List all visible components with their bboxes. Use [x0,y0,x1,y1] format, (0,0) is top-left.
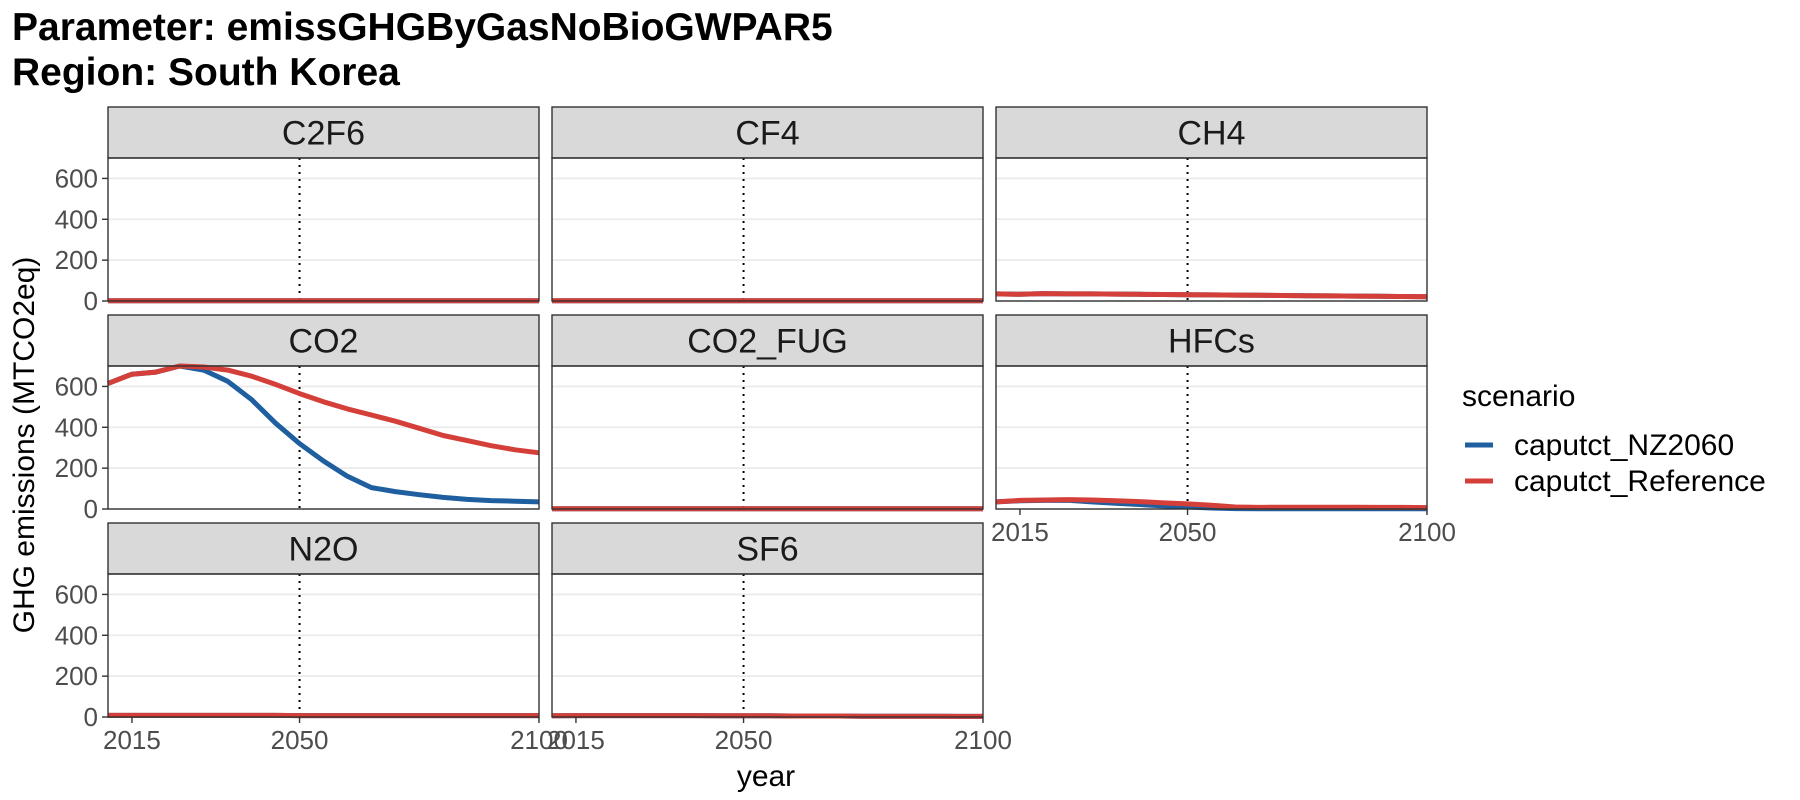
strip-co2-fug [551,314,984,367]
y-tick-label: 0 [84,286,98,316]
legend-label-caputct-reference: caputct_Reference [1514,465,1766,498]
x-tick-label: 2050 [271,725,329,755]
series-caputct-reference-co2 [107,363,540,456]
strip-label-c2f6: C2F6 [282,115,365,153]
x-tick-label: 2050 [1159,517,1217,547]
x-tick-label: 2100 [1398,517,1456,547]
facet-n2o: N2O 0 200 400 600 2015 2050 2100 [55,522,568,755]
facet-cf4: CF4 [551,106,984,304]
strip-label-co2: CO2 [289,323,359,361]
y-tick-label: 400 [55,412,98,442]
legend-label-caputct-nz2060: caputct_NZ2060 [1514,429,1734,462]
y-axis-title: GHG emissions (MTCO2eq) [8,257,41,634]
strip-label-hfcs: HFCs [1168,323,1255,361]
facet-co2: CO2 0 200 400 600 [55,314,540,524]
y-tick-label: 600 [55,371,98,401]
chart-title: Parameter: emissGHGByGasNoBioGWPAR5 [12,6,833,49]
facet-sf6: SF6 2015 2050 2100 [547,522,1012,755]
strip-label-co2-fug: CO2_FUG [687,323,848,361]
panel-border-n2o [107,573,540,718]
facet-co2-fug: CO2_FUG [551,314,984,512]
panel-border-cf4 [551,157,984,302]
strip-co2 [107,314,540,367]
strip-cf4 [551,106,984,159]
x-tick-label: 2015 [103,725,161,755]
series-caputct-reference-sf6 [551,713,983,719]
y-tick-label: 0 [84,494,98,524]
strip-label-sf6: SF6 [736,531,798,569]
x-tick-label: 2015 [991,517,1049,547]
series-caputct-reference-hfcs [995,497,1428,511]
panel-border-c2f6 [107,157,540,302]
facet-ch4: CH4 [995,106,1428,302]
panel-border-co2 [107,365,540,510]
strip-label-ch4: CH4 [1177,115,1245,153]
legend-title: scenario [1462,380,1575,413]
y-tick-label: 200 [55,661,98,691]
panel-border-co2-fug [551,365,984,510]
y-tick-label: 400 [55,620,98,650]
strip-sf6 [551,522,984,575]
x-axis-title: year [737,760,795,793]
y-tick-label: 200 [55,245,98,275]
y-tick-label: 0 [84,702,98,732]
panel-border-ch4 [995,157,1428,302]
facet-panels: C2F6 0 200 400 600 CF4 CH4 CO2 0 200 400 600 CO2_FUG… [55,106,1456,755]
x-tick-label: 2015 [547,725,605,755]
panel-border-hfcs [995,365,1428,510]
strip-label-cf4: CF4 [735,115,799,153]
y-tick-label: 200 [55,453,98,483]
series-caputct-reference-ch4 [995,291,1428,300]
strip-label-n2o: N2O [289,531,359,569]
panel-border-sf6 [551,573,984,718]
facet-c2f6: C2F6 0 200 400 600 [55,106,540,316]
strip-c2f6 [107,106,540,159]
strip-n2o [107,522,540,575]
y-tick-label: 400 [55,204,98,234]
x-tick-label: 2100 [954,725,1012,755]
y-tick-label: 600 [55,163,98,193]
chart-subtitle: Region: South Korea [12,51,400,94]
x-tick-label: 2100 [510,725,568,755]
strip-hfcs [995,314,1428,367]
x-tick-label: 2050 [715,725,773,755]
facet-hfcs: HFCs 2015 2050 2100 [991,314,1456,547]
y-tick-label: 600 [55,579,98,609]
